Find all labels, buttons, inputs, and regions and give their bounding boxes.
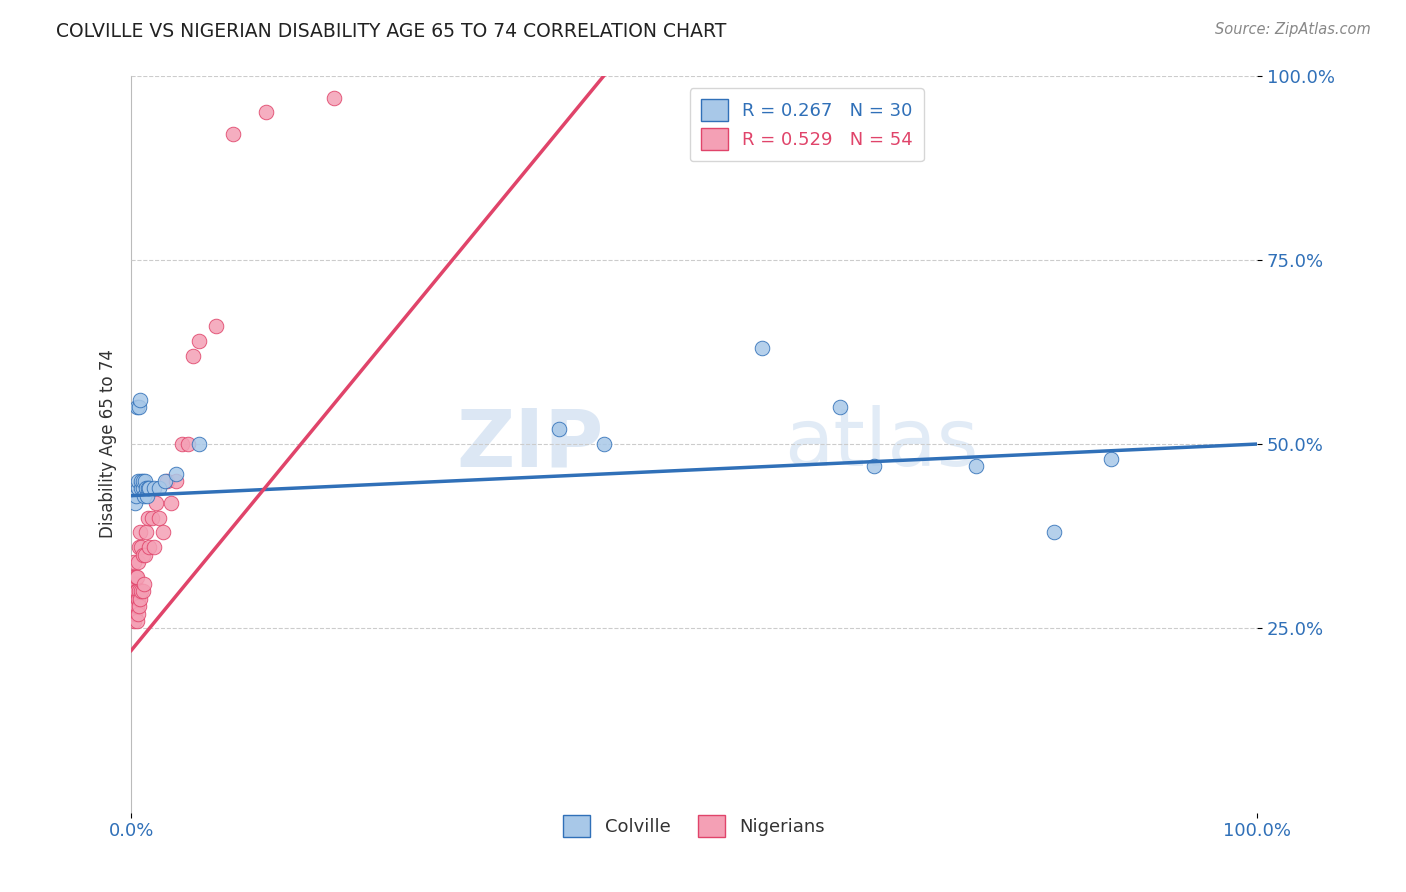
Point (125, 570, 148, 584)
Point (187, 334, 209, 348)
Point (170, 437, 193, 451)
Point (120, 584, 142, 599)
Point (152, 525, 174, 540)
Point (132, 489, 155, 503)
Point (134, 474, 156, 488)
Point (127, 591, 149, 606)
Point (165, 474, 187, 488)
Point (159, 496, 181, 510)
Point (145, 496, 167, 510)
Point (138, 481, 160, 495)
Point (121, 577, 143, 591)
Point (1043, 525, 1066, 540)
Point (141, 510, 163, 524)
Point (131, 584, 153, 599)
Text: ZIP: ZIP (457, 405, 605, 483)
Point (136, 510, 159, 524)
Point (156, 474, 179, 488)
Point (127, 474, 149, 488)
Point (124, 496, 146, 510)
Point (204, 319, 226, 334)
Point (181, 349, 204, 363)
Point (136, 481, 159, 495)
Point (136, 489, 159, 503)
Point (1099, 451, 1122, 466)
Point (129, 591, 152, 606)
Point (121, 591, 143, 606)
Point (148, 510, 170, 524)
Point (135, 525, 157, 540)
Point (129, 392, 152, 407)
Point (830, 400, 852, 414)
Point (138, 540, 160, 554)
Point (122, 614, 145, 628)
Point (142, 540, 165, 554)
Point (751, 341, 773, 355)
Point (142, 481, 165, 495)
Point (127, 481, 149, 495)
Point (124, 591, 146, 606)
Point (125, 584, 148, 599)
Point (548, 422, 571, 436)
Point (254, 105, 277, 120)
Point (863, 459, 886, 474)
Point (153, 474, 176, 488)
Point (122, 570, 145, 584)
Point (131, 548, 153, 562)
Point (120, 570, 142, 584)
Point (128, 540, 150, 554)
Point (127, 607, 149, 621)
Point (125, 599, 148, 614)
Point (132, 577, 155, 591)
Point (131, 540, 153, 554)
Point (128, 599, 150, 614)
Point (165, 467, 187, 481)
Point (131, 474, 153, 488)
Point (187, 437, 209, 451)
Point (134, 548, 156, 562)
Point (124, 607, 146, 621)
Point (124, 577, 146, 591)
Point (128, 400, 150, 414)
Y-axis label: Disability Age 65 to 74: Disability Age 65 to 74 (100, 350, 117, 539)
Point (129, 525, 152, 540)
Text: atlas: atlas (785, 405, 979, 483)
Point (135, 481, 157, 495)
Text: Source: ZipAtlas.com: Source: ZipAtlas.com (1215, 22, 1371, 37)
Point (125, 584, 148, 599)
Point (131, 481, 153, 495)
Point (125, 599, 148, 614)
Point (125, 489, 148, 503)
Point (965, 459, 987, 474)
Point (221, 128, 243, 142)
Legend: Colville, Nigerians: Colville, Nigerians (557, 807, 832, 844)
Point (322, 90, 344, 104)
Point (148, 481, 170, 495)
Point (122, 599, 145, 614)
Point (131, 584, 153, 599)
Point (121, 607, 143, 621)
Point (131, 481, 153, 495)
Point (131, 474, 153, 488)
Point (120, 599, 142, 614)
Point (122, 584, 145, 599)
Point (593, 437, 616, 451)
Point (127, 555, 149, 569)
Text: COLVILLE VS NIGERIAN DISABILITY AGE 65 TO 74 CORRELATION CHART: COLVILLE VS NIGERIAN DISABILITY AGE 65 T… (56, 22, 727, 41)
Point (125, 400, 148, 414)
Point (125, 614, 148, 628)
Point (122, 555, 145, 569)
Point (176, 437, 198, 451)
Point (128, 584, 150, 599)
Point (125, 570, 148, 584)
